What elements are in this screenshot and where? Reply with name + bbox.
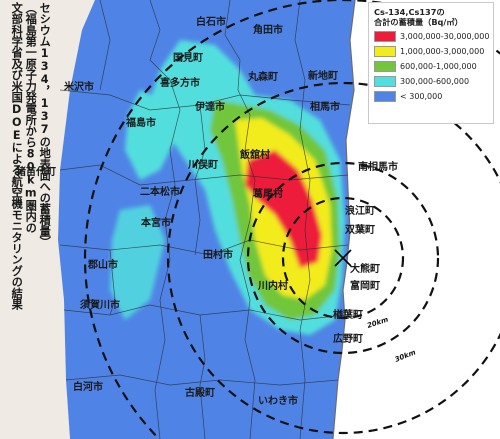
legend-item: 300,000-600,000	[374, 76, 488, 87]
place-tomioka: 富岡町	[350, 279, 380, 292]
place-yonezawa: 米沢市	[64, 80, 94, 93]
zone-300000-600000-west	[125, 90, 175, 180]
place-koriyama: 郡山市	[87, 258, 118, 271]
legend-label: 600,000-1,000,000	[400, 62, 477, 71]
place-hirono: 広野町	[333, 332, 363, 345]
legend-item: 3,000,000-30,000,000	[374, 31, 490, 42]
legend-label: 3,000,000-30,000,000	[400, 32, 490, 41]
legend-item: < 300,000	[374, 91, 488, 102]
zone-3000000-30000000	[245, 150, 322, 268]
legend-label: < 300,000	[400, 92, 443, 101]
place-date: 伊達市	[194, 100, 225, 113]
legend-item: 600,000-1,000,000	[374, 61, 488, 72]
place-iwaki: いわき市	[258, 394, 298, 407]
place-tamura: 田村市	[203, 248, 233, 261]
coastline	[332, 0, 356, 439]
place-motomiya: 本宮市	[141, 216, 171, 229]
place-furudono: 古殿町	[185, 386, 215, 399]
place-narahamachi: 楢葉町	[333, 308, 363, 321]
legend-swatch	[374, 61, 396, 72]
place-nihonmatsu: 二本松市	[140, 185, 180, 198]
legend-item: 1,000,000-3,000,000	[374, 46, 488, 57]
place-shiroishi: 白石市	[196, 15, 226, 28]
place-minamisoma: 南相馬市	[358, 160, 398, 173]
place-kawauchi: 川内村	[257, 279, 288, 292]
place-kakuda: 角田市	[253, 23, 283, 36]
nuclear-plant-marker	[334, 249, 352, 267]
place-katsurao: 葛尾村	[252, 187, 283, 200]
legend-label: 300,000-600,000	[400, 77, 470, 86]
distance-rings	[83, 0, 500, 439]
map-title-line-3: セシウム134，137の地表面への蓄積量）	[38, 2, 52, 248]
ring-60km	[166, 81, 500, 435]
land-outside-survey	[0, 0, 95, 439]
map-title-line-2: （福島第一原子力発電所から80km圏内の	[24, 2, 38, 234]
place-inawashiro: 猪苗代町	[15, 165, 56, 178]
map-title-line-1: 文部科学省及び米国DOEによる航空機モニタリングの結果	[10, 2, 24, 310]
municipal-boundaries	[59, 0, 351, 439]
place-okuma: 大熊町	[350, 262, 380, 275]
legend-title-line-2: 合計の蓄積量（Bq/㎡）	[374, 17, 463, 27]
legend-swatch	[374, 76, 396, 87]
place-iitate: 飯舘村	[239, 148, 270, 161]
place-shirakawa: 白河市	[73, 380, 103, 393]
legend-label: 1,000,000-3,000,000	[400, 47, 485, 56]
place-kunimi: 国見町	[173, 52, 203, 64]
legend-swatch	[374, 46, 396, 57]
place-shinchi: 新地町	[308, 69, 338, 82]
place-fukushima: 福島市	[125, 116, 156, 129]
legend-swatch	[374, 31, 396, 42]
ring-20km	[281, 196, 405, 320]
legend: Cs-134,Cs137の 合計の蓄積量（Bq/㎡） 3,000,000-30,…	[368, 2, 494, 124]
legend-title-line-1: Cs-134,Cs137の	[374, 7, 445, 17]
place-kawamata: 川俣町	[187, 158, 218, 171]
place-kitakata: 喜多方市	[160, 76, 200, 89]
place-futaba: 双葉町	[345, 223, 375, 236]
place-namie: 浪江町	[345, 204, 375, 217]
ring-80km	[83, 0, 500, 439]
zone-300000-600000-south	[110, 205, 165, 320]
place-soma: 相馬市	[310, 100, 340, 113]
place-labels: 白石市 角田市 国見町 丸森町 米沢市 喜多方市 新地町 伊達市 相馬市 福島市…	[15, 15, 398, 407]
place-marumori: 丸森町	[247, 70, 278, 83]
legend-swatch	[374, 91, 396, 102]
ring-30km	[246, 161, 440, 355]
place-sukagawa: 須賀川市	[79, 298, 120, 311]
